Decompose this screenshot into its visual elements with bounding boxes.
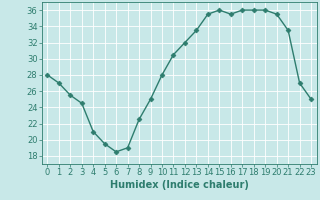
X-axis label: Humidex (Indice chaleur): Humidex (Indice chaleur) [110, 180, 249, 190]
